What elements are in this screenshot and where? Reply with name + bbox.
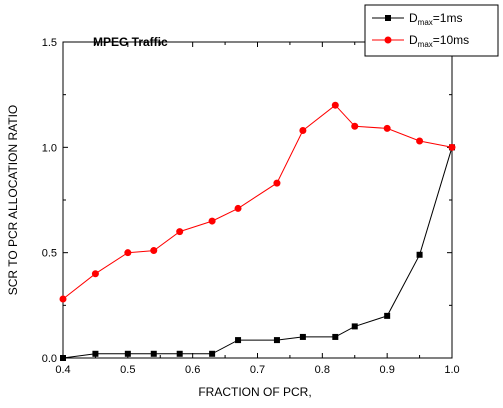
- data-point: [416, 251, 423, 258]
- y-tick-label: 1.5: [42, 37, 57, 49]
- legend-label: Dmax=1ms: [409, 11, 462, 27]
- x-tick-label: 0.4: [55, 364, 70, 376]
- data-point: [150, 350, 157, 357]
- data-point: [209, 350, 216, 357]
- series-line: [62, 147, 453, 359]
- chart-title: MPEG Traffic: [93, 35, 168, 49]
- data-point: [150, 247, 158, 255]
- data-point: [331, 101, 339, 109]
- data-point: [124, 249, 132, 257]
- x-axis-title: FRACTION OF PCR,: [198, 385, 311, 399]
- data-point: [91, 270, 99, 278]
- legend-marker: [384, 36, 392, 44]
- y-axis-title: SCR TO PCR ALLOCATION RATIO: [6, 105, 20, 295]
- data-point: [59, 295, 67, 303]
- x-tick-label: 1.0: [444, 364, 459, 376]
- data-point: [351, 122, 359, 130]
- x-tick-label: 0.7: [250, 364, 265, 376]
- data-point: [448, 143, 456, 151]
- x-tick-label: 0.8: [315, 364, 330, 376]
- series-2: [59, 101, 456, 303]
- x-tick-label: 0.9: [380, 364, 395, 376]
- data-point: [332, 333, 339, 340]
- series-line: [62, 104, 453, 300]
- y-tick-label: 0.0: [42, 353, 57, 365]
- data-point: [208, 217, 216, 225]
- data-point: [273, 337, 280, 344]
- data-point: [176, 228, 184, 236]
- data-point: [416, 137, 424, 145]
- data-point: [176, 350, 183, 357]
- x-tick-label: 0.5: [120, 364, 135, 376]
- data-point: [60, 355, 66, 361]
- data-point: [235, 337, 242, 344]
- data-point: [273, 179, 281, 187]
- series-layer: [59, 101, 456, 361]
- data-point: [299, 126, 307, 134]
- data-point: [92, 350, 99, 357]
- legend-label: Dmax=10ms: [409, 33, 469, 49]
- data-point: [351, 323, 358, 330]
- legend-box: [364, 4, 499, 57]
- data-point: [299, 333, 306, 340]
- x-tick-label: 0.6: [185, 364, 200, 376]
- plot-area: [62, 41, 453, 359]
- series-1: [60, 144, 455, 361]
- data-point: [234, 204, 242, 212]
- legend: Dmax=1ms Dmax=10ms: [364, 4, 499, 57]
- data-point: [383, 124, 391, 132]
- y-tick-label: 1.0: [42, 142, 57, 154]
- legend-marker: [385, 15, 391, 21]
- plot-frame: [62, 41, 453, 359]
- data-point: [384, 312, 391, 319]
- axis-ticks: 0.4 0.5 0.6 0.7 0.8 0.9 1.0 0.0 0.5 1.0 1.5: [42, 37, 460, 376]
- y-tick-label: 0.5: [42, 248, 57, 260]
- data-point: [124, 350, 131, 357]
